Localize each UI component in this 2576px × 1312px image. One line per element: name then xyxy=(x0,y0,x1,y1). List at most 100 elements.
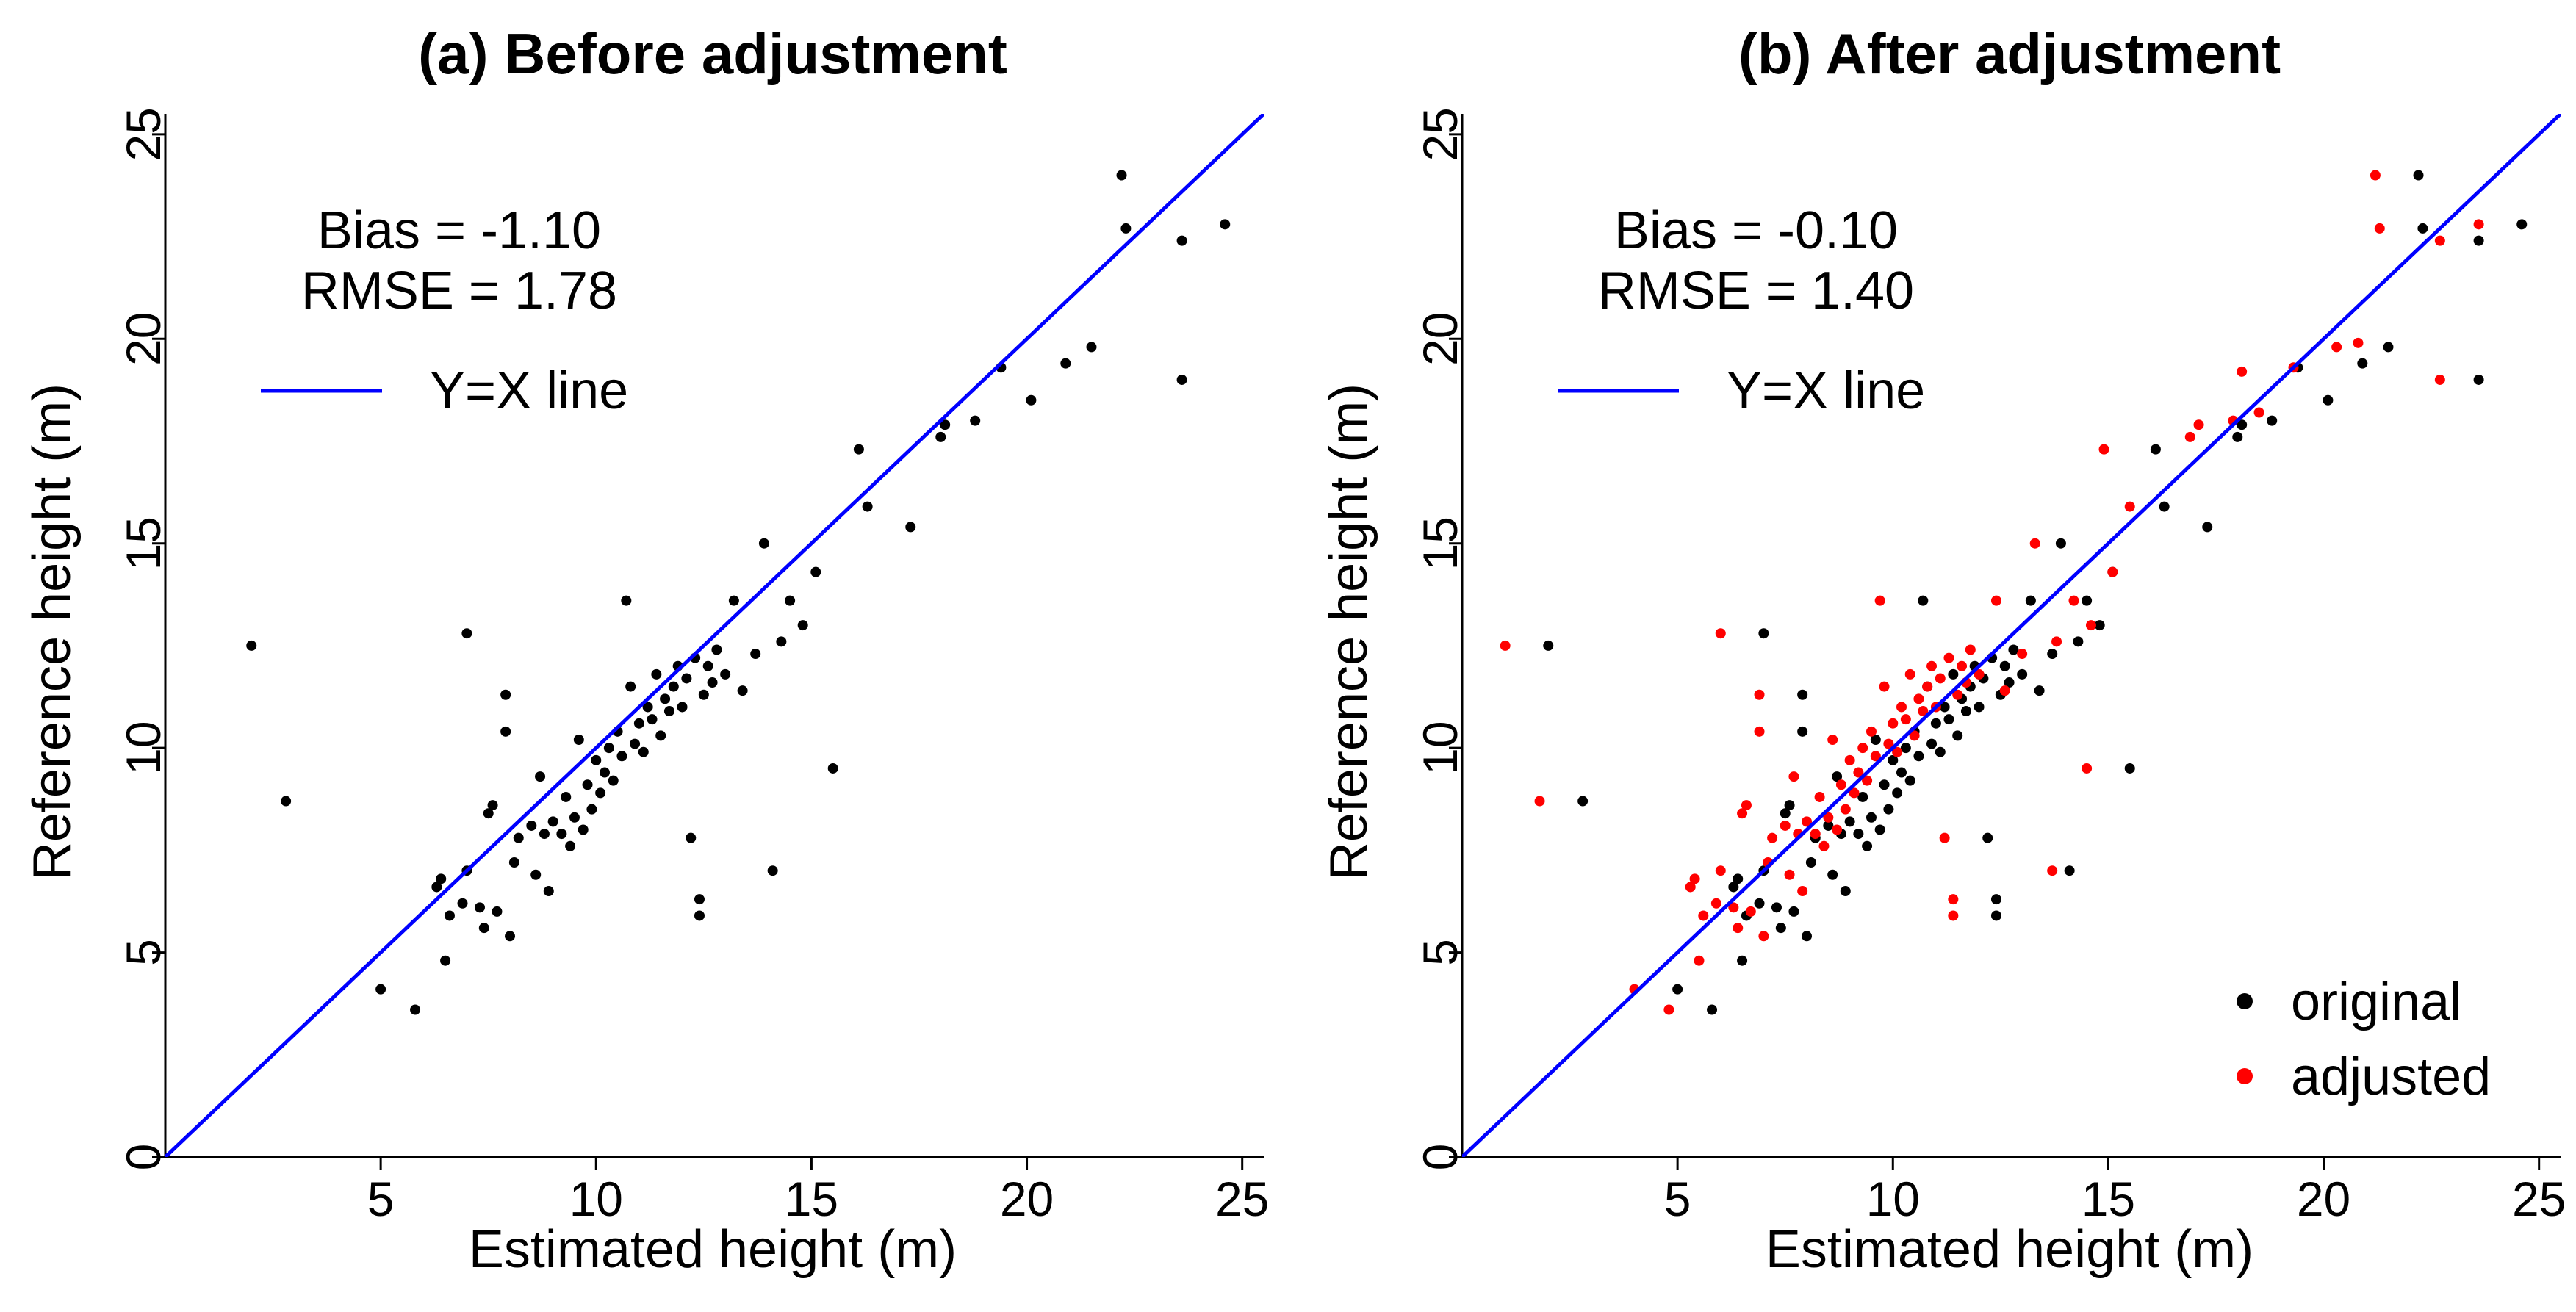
point-original xyxy=(616,751,627,762)
y-tick-label: 20 xyxy=(116,312,170,366)
point-original xyxy=(1707,1004,1718,1015)
point-original xyxy=(573,735,584,745)
point-original xyxy=(1805,857,1816,868)
point-original xyxy=(543,886,554,897)
point-adjusted xyxy=(1737,808,1748,819)
point-original xyxy=(2159,501,2170,512)
point-original xyxy=(853,444,864,455)
point-original xyxy=(2473,374,2484,385)
point-original xyxy=(642,702,653,713)
point-original xyxy=(935,431,946,442)
panel-a-title: (a) Before adjustment xyxy=(418,21,1007,86)
legend-original-label: original xyxy=(2291,973,2461,1031)
x-tick-label: 25 xyxy=(2512,1172,2566,1226)
point-original xyxy=(1784,800,1795,811)
point-original xyxy=(513,832,524,843)
point-original xyxy=(600,767,610,778)
point-original xyxy=(547,816,558,827)
point-adjusted xyxy=(2434,374,2445,385)
point-adjusted xyxy=(1900,714,1911,725)
point-original xyxy=(1672,984,1683,995)
point-original xyxy=(483,808,494,819)
point-original xyxy=(1943,714,1954,725)
y-tick-label: 15 xyxy=(1413,516,1467,570)
point-adjusted xyxy=(1844,754,1855,765)
point-adjusted xyxy=(2124,501,2135,512)
point-original xyxy=(578,824,589,835)
point-adjusted xyxy=(2353,337,2364,348)
point-original xyxy=(1870,735,1881,745)
point-original xyxy=(750,649,761,660)
point-original xyxy=(1840,886,1851,897)
point-original xyxy=(1780,808,1791,819)
point-original xyxy=(2323,394,2334,406)
point-original xyxy=(2357,358,2368,369)
point-original xyxy=(2064,865,2075,876)
point-adjusted xyxy=(1939,832,1950,843)
panel-b-axes xyxy=(1461,114,2561,1158)
point-original xyxy=(1883,804,1894,815)
point-adjusted xyxy=(2370,170,2381,181)
point-original xyxy=(1220,219,1231,230)
point-adjusted xyxy=(1710,898,1721,909)
panel-a-x-axis-label: Estimated height (m) xyxy=(469,1220,957,1279)
point-original xyxy=(1982,832,1993,843)
point-original xyxy=(776,636,787,647)
point-original xyxy=(633,718,644,729)
point-adjusted xyxy=(1788,771,1799,782)
point-adjusted xyxy=(1892,746,1903,757)
point-adjusted xyxy=(1879,681,1890,692)
point-adjusted xyxy=(1870,751,1881,762)
point-adjusted xyxy=(2029,538,2040,549)
point-original xyxy=(663,706,674,717)
panel-b-bias: Bias = -0.10 xyxy=(1614,201,1898,260)
point-original xyxy=(1939,702,1950,713)
point-original xyxy=(1788,906,1799,917)
point-original xyxy=(1120,223,1132,234)
point-adjusted xyxy=(1685,882,1696,893)
point-original xyxy=(694,910,705,921)
point-adjusted xyxy=(1810,829,1821,840)
point-adjusted xyxy=(2374,223,2385,234)
point-original xyxy=(785,595,796,606)
point-adjusted xyxy=(1922,681,1933,692)
point-adjusted xyxy=(1957,660,1968,671)
point-original xyxy=(2267,415,2278,426)
point-adjusted xyxy=(2331,342,2342,353)
y-tick-label: 0 xyxy=(1413,1144,1467,1171)
point-original xyxy=(2055,538,2066,549)
point-adjusted xyxy=(2193,419,2204,430)
point-original xyxy=(2150,444,2161,455)
point-original xyxy=(1853,829,1864,840)
point-original xyxy=(737,685,748,696)
point-original xyxy=(711,644,722,655)
point-adjusted xyxy=(1918,706,1929,717)
panel-a-points xyxy=(246,170,1231,1015)
panel-after-adjustment: (b) After adjustment 5 10 15 20 25 0 5 10 15 20 25… xyxy=(1320,21,2566,1279)
point-original xyxy=(1952,730,1963,741)
point-original xyxy=(1913,751,1924,762)
point-original xyxy=(1797,726,1808,737)
legend-original-marker xyxy=(2237,993,2253,1009)
point-adjusted xyxy=(2098,444,2109,455)
point-original xyxy=(2124,763,2135,774)
point-original xyxy=(2516,219,2528,230)
point-original xyxy=(561,791,572,802)
point-original xyxy=(530,869,542,880)
point-adjusted xyxy=(1715,628,1726,639)
point-adjusted xyxy=(2253,407,2264,418)
x-tick-label: 20 xyxy=(1000,1172,1054,1226)
point-original xyxy=(1990,894,2001,905)
point-original xyxy=(1866,812,1877,823)
point-original xyxy=(655,730,666,741)
point-original xyxy=(625,681,636,692)
point-adjusted xyxy=(1827,735,1838,745)
point-original xyxy=(1904,775,1915,786)
point-adjusted xyxy=(1780,820,1791,831)
point-original xyxy=(651,668,662,680)
point-original xyxy=(1771,902,1782,913)
panel-a-rmse: RMSE = 1.78 xyxy=(301,262,617,320)
point-original xyxy=(694,894,705,905)
point-adjusted xyxy=(1698,910,1709,921)
point-adjusted xyxy=(1904,668,1915,680)
